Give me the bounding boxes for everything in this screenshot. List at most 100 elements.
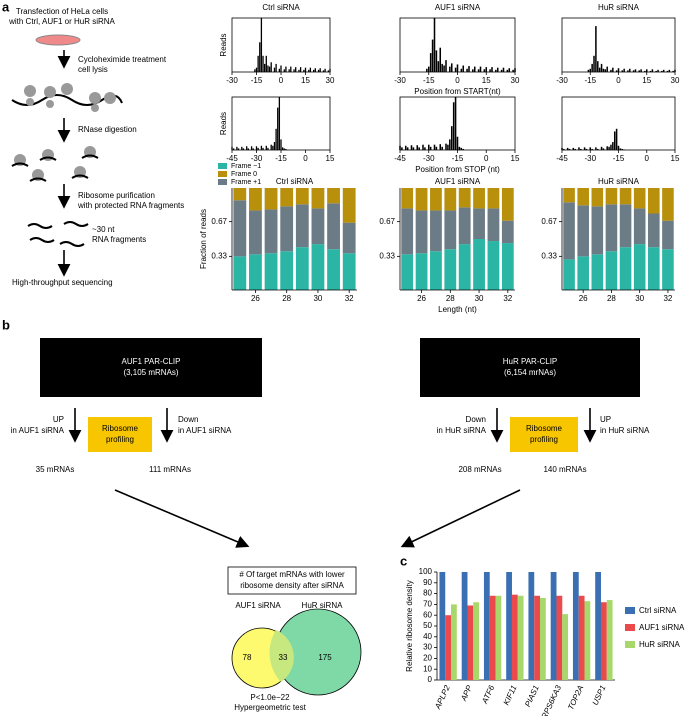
legend-swatch — [625, 607, 635, 614]
read-bar — [278, 68, 281, 72]
change-label: in HuR siRNA — [437, 426, 487, 435]
y-tick-label: 0.33 — [211, 251, 227, 260]
frame-segment — [577, 188, 589, 206]
bar — [578, 595, 585, 680]
read-bar — [401, 147, 403, 150]
read-bar — [262, 147, 264, 150]
y-tick-label: 90 — [423, 578, 432, 587]
legend-label: Frame −1 — [231, 163, 261, 170]
read-bar — [241, 146, 243, 150]
y-axis-label: Relative ribosome density — [405, 580, 414, 672]
read-bar — [619, 148, 622, 150]
read-bar — [514, 68, 516, 72]
x-tick-label: 30 — [326, 76, 335, 85]
frame-segment — [619, 188, 632, 205]
read-bar — [623, 149, 625, 150]
frame-segment — [563, 188, 575, 203]
frame-segment — [591, 206, 604, 255]
read-bar — [602, 148, 605, 150]
x-tick-label: -30 — [226, 76, 238, 85]
x-tick-label: 15 — [482, 76, 491, 85]
read-bar — [610, 144, 612, 150]
read-bar — [427, 144, 430, 150]
read-bar — [644, 70, 646, 72]
read-bar — [252, 148, 254, 150]
read-bar — [502, 67, 505, 72]
bar — [540, 597, 546, 680]
read-bar — [246, 146, 248, 150]
x-tick-label: TOP2A — [566, 684, 585, 711]
overlap — [269, 630, 294, 682]
set-label: AUF1 siRNA — [235, 601, 281, 610]
read-bar — [450, 63, 453, 72]
read-bar — [429, 146, 432, 150]
plot-frame — [561, 96, 676, 151]
legend-label: HuR siRNA — [639, 640, 681, 649]
read-bar — [458, 146, 461, 150]
read-bar — [295, 67, 297, 72]
read-bar — [277, 107, 279, 150]
read-bar — [593, 55, 595, 72]
read-bar — [462, 148, 465, 150]
bar — [467, 605, 474, 680]
x-tick-label: APLP2 — [433, 683, 452, 711]
frame-segment — [633, 188, 646, 209]
frame-segment — [401, 254, 414, 290]
read-bar — [293, 69, 295, 72]
x-tick-label: 28 — [607, 294, 616, 303]
yellow-box — [510, 417, 578, 452]
read-bar — [651, 69, 654, 72]
frame-segment — [605, 251, 618, 290]
read-bar — [285, 148, 287, 150]
read-bar — [621, 70, 624, 72]
read-bar — [267, 147, 269, 150]
read-bar — [283, 69, 285, 72]
read-bar — [433, 144, 436, 150]
read-bar — [309, 67, 312, 72]
x-tick-label: -45 — [394, 154, 406, 163]
read-bar — [477, 69, 480, 72]
frame-segment — [662, 249, 674, 290]
y-tick-label: 10 — [423, 664, 432, 673]
read-bar — [255, 146, 258, 150]
panel-label: b — [2, 317, 10, 332]
box-text: profiling — [530, 435, 558, 444]
x-tick-label: 32 — [345, 294, 354, 303]
read-bar — [655, 70, 657, 72]
frame-segment — [233, 256, 247, 290]
panel-label: c — [400, 553, 407, 568]
x-tick-label: 30 — [511, 76, 520, 85]
venn-title-box — [227, 566, 357, 595]
x-tick-label: -30 — [423, 154, 435, 163]
step-text: Cycloheximide treatment — [78, 55, 167, 64]
frame-segment — [648, 188, 660, 214]
x-tick-label: 15 — [301, 76, 310, 85]
read-bar — [265, 55, 267, 72]
box-text: Ribosome — [526, 424, 563, 433]
read-bar — [495, 69, 497, 72]
read-bar — [479, 66, 482, 72]
black-box — [420, 338, 640, 397]
read-bar — [270, 62, 272, 72]
read-bar — [563, 148, 565, 150]
read-bar — [566, 147, 569, 150]
read-bar — [317, 69, 320, 72]
y-tick-label: 70 — [423, 600, 432, 609]
x-tick-label: -30 — [584, 154, 596, 163]
read-bar — [608, 146, 610, 150]
x-tick-label: 15 — [326, 154, 335, 163]
chart-title: AUF1 siRNA — [435, 177, 481, 186]
x-tick-label: RPS6KA3 — [540, 683, 564, 716]
read-bar — [443, 65, 445, 72]
frame-segment — [249, 210, 262, 255]
read-bar — [561, 147, 563, 150]
read-bar — [273, 67, 276, 72]
read-bar — [491, 67, 493, 72]
plot-frame — [399, 17, 516, 73]
chart-title: Ctrl siRNA — [262, 3, 300, 12]
read-bar — [674, 69, 676, 72]
read-bar — [604, 69, 607, 72]
read-bar — [449, 66, 451, 72]
read-bar — [445, 60, 447, 72]
frame-segment — [487, 241, 500, 290]
